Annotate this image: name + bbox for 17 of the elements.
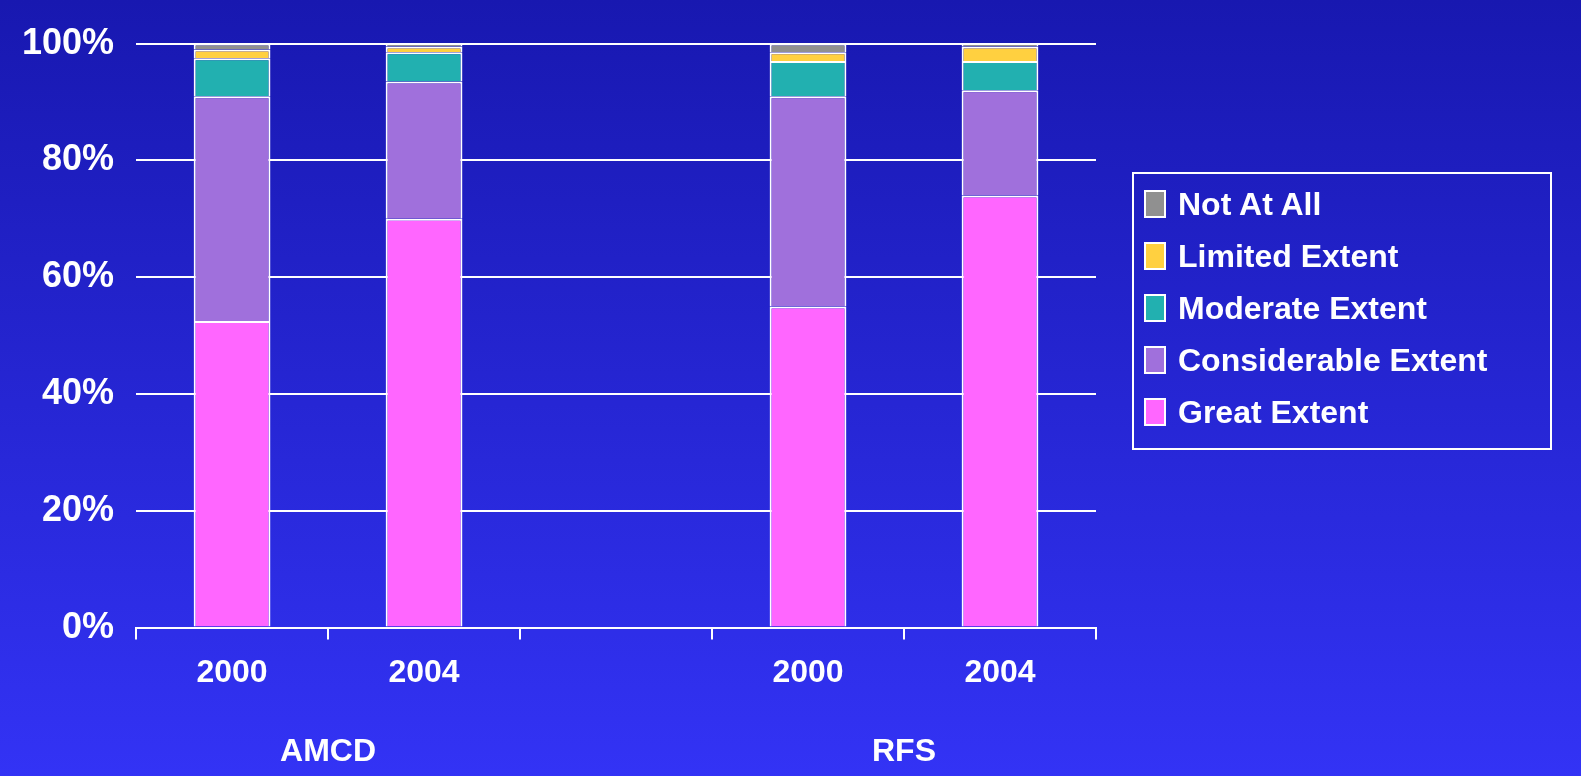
y-tick-label: 40% — [42, 370, 115, 412]
text: RFS — [872, 731, 937, 768]
legend-label: Great Extent — [1178, 393, 1369, 431]
y-tick-label: 80% — [42, 137, 115, 179]
legend-label: Considerable Extent — [1178, 341, 1488, 379]
y-tick-label: 0% — [62, 604, 115, 646]
text: AMCD — [280, 731, 377, 768]
y-tick-label: 20% — [42, 487, 115, 529]
legend-label: Not At All — [1178, 185, 1322, 223]
x-tick-label: 2004 — [964, 652, 1036, 689]
y-tick-label: 60% — [42, 254, 115, 296]
x-tick-label: 2000 — [196, 652, 268, 689]
legend-label: Moderate Extent — [1178, 289, 1427, 327]
y-tick-label: 100% — [22, 20, 115, 62]
x-tick-label: 2000 — [772, 652, 844, 689]
x-tick-label: 2004 — [388, 652, 460, 689]
legend-label: Limited Extent — [1178, 237, 1399, 275]
